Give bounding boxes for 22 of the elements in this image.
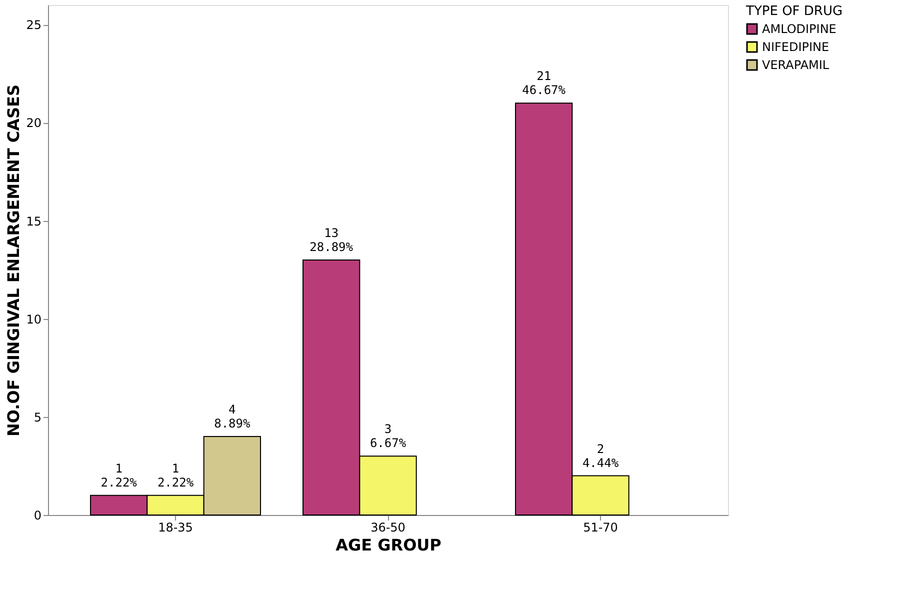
legend-title: TYPE OF DRUG: [745, 4, 843, 19]
y-tick-label: 25: [26, 18, 42, 32]
data-label: 2 4.44%: [582, 442, 620, 470]
data-label: 21 46.67%: [522, 69, 566, 98]
legend-label: AMLODIPINE: [762, 22, 836, 36]
x-axis-title: AGE GROUP: [336, 536, 442, 554]
y-tick-label: 0: [34, 508, 42, 522]
data-label: 3 6.67%: [370, 422, 407, 450]
data-label: 1 2.22%: [100, 461, 138, 490]
x-tick-label: 51-70: [583, 520, 618, 534]
legend-label: NIFEDIPINE: [762, 40, 830, 54]
y-tick-label: 15: [26, 214, 42, 228]
y-axis-title: NO.OF GINGIVAL ENLARGEMENT CASES: [4, 84, 24, 436]
data-label: 4 8.89%: [214, 402, 252, 431]
legend-label: VERAPAMIL: [762, 58, 830, 72]
data-label: 13 28.89%: [310, 226, 354, 254]
x-tick-label: 18-35: [158, 520, 193, 534]
y-tick-label: 20: [26, 116, 42, 130]
y-tick-label: 5: [34, 410, 42, 424]
y-tick-label: 10: [26, 312, 42, 326]
data-label: 1 2.22%: [157, 461, 194, 490]
x-tick-label: 36-50: [370, 520, 406, 534]
